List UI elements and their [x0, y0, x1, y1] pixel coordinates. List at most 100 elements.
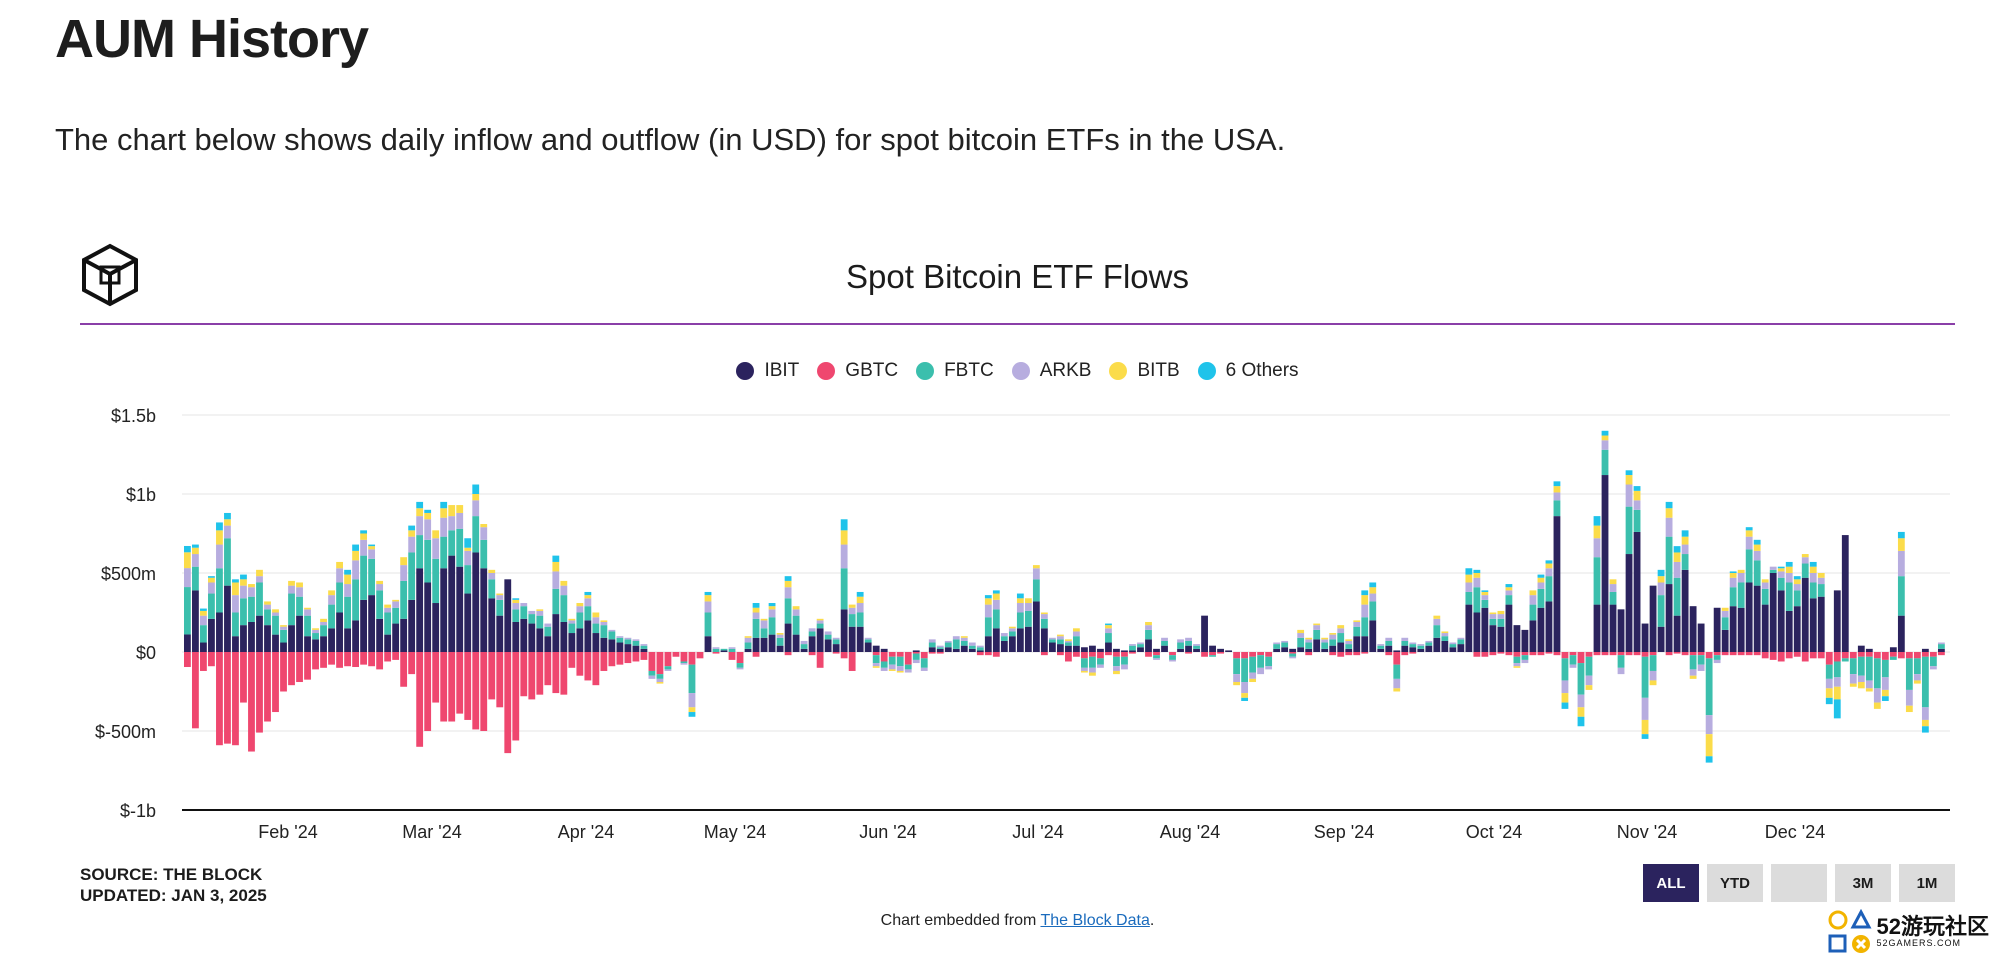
flow-bar-segment — [808, 652, 816, 656]
flow-bar-segment — [1905, 658, 1913, 690]
flow-bar-segment — [1561, 658, 1569, 681]
flow-bar-segment — [1729, 577, 1737, 588]
flow-bar-segment — [552, 614, 560, 652]
flow-bar-segment — [1345, 640, 1353, 645]
flow-bar-segment — [456, 566, 464, 652]
flow-bar-segment — [400, 580, 408, 619]
flow-bar-segment — [1065, 640, 1072, 643]
flow-bar-segment — [1681, 530, 1689, 537]
flow-bar-segment — [1361, 604, 1369, 618]
flow-bar-segment — [1249, 652, 1257, 657]
flow-bar-segment — [344, 652, 351, 667]
flow-bar-segment — [1585, 652, 1593, 657]
flow-bar-segment — [864, 637, 872, 640]
flow-bar-segment — [520, 652, 528, 697]
flow-bar-segment — [1056, 636, 1064, 640]
flow-bar-segment — [1345, 648, 1353, 652]
flow-bar-segment — [200, 652, 207, 671]
flow-bar-segment — [1417, 645, 1425, 649]
flow-bar-segment — [280, 629, 287, 643]
flow-bar-segment — [1161, 645, 1168, 652]
flow-bar-segment — [656, 678, 664, 683]
flow-bar-segment — [728, 648, 736, 652]
flow-bar-segment — [1769, 652, 1777, 660]
range-1m-button[interactable]: 1M — [1899, 864, 1955, 902]
flow-bar-segment — [336, 568, 343, 583]
flow-bar-segment — [616, 652, 624, 665]
flow-bar-segment — [1545, 576, 1553, 602]
flow-bar-segment — [1769, 573, 1777, 652]
flow-bar-segment — [1337, 633, 1345, 643]
flow-bar-segment — [760, 637, 768, 652]
flow-bar-segment — [1225, 650, 1232, 652]
flow-bar-segment — [944, 640, 952, 643]
flow-bar-segment — [1665, 501, 1673, 509]
flow-bar-segment — [312, 633, 319, 640]
legend-item-ibit[interactable]: IBIT — [736, 360, 799, 382]
flow-bar-segment — [272, 634, 279, 652]
flow-bar-segment — [184, 545, 191, 553]
flow-bar-segment — [640, 644, 648, 646]
flow-bar-segment — [872, 652, 880, 656]
flow-bar-segment — [592, 623, 600, 634]
flow-bar-segment — [856, 591, 864, 597]
flow-bar-segment — [1513, 652, 1521, 657]
flow-bar-segment — [384, 652, 392, 662]
range-ytd-button[interactable]: YTD — [1707, 864, 1763, 902]
flow-bar-segment — [1145, 625, 1152, 630]
legend-item-fbtc[interactable]: FBTC — [916, 360, 994, 382]
legend-item-others[interactable]: 6 Others — [1197, 360, 1299, 382]
flow-bar-segment — [264, 609, 271, 626]
flow-bar-segment — [776, 645, 784, 652]
flow-bar-segment — [400, 618, 408, 652]
flow-bar-segment — [344, 569, 351, 575]
flow-bar-segment — [1689, 652, 1697, 656]
flow-bar-segment — [192, 652, 199, 729]
flow-bar-segment — [1137, 647, 1144, 652]
flow-bar-segment — [1641, 734, 1649, 739]
flow-bar-segment — [432, 603, 440, 652]
range-blank-button[interactable] — [1771, 864, 1827, 902]
flow-bar-segment — [872, 663, 880, 667]
flow-bar-segment — [1089, 645, 1096, 652]
flow-bar-segment — [344, 584, 351, 597]
flow-bar-segment — [256, 569, 263, 577]
flow-bar-segment — [1489, 652, 1497, 656]
flow-bar-segment — [1361, 617, 1369, 637]
flow-bar-segment — [1745, 536, 1753, 550]
the-block-data-link[interactable]: The Block Data — [1040, 912, 1150, 929]
flow-bar-segment — [240, 585, 247, 599]
flow-bar-segment — [1881, 652, 1889, 660]
flow-bar-segment — [1521, 659, 1529, 664]
legend-label: GBTC — [845, 360, 899, 381]
flow-bar-segment — [400, 557, 408, 566]
flow-bar-segment — [1769, 569, 1777, 573]
flow-bar-segment — [1633, 490, 1641, 501]
range-all-button[interactable]: ALL — [1643, 864, 1699, 902]
flow-bar-segment — [800, 640, 808, 645]
flow-bar-segment — [1505, 652, 1513, 656]
flow-bar-segment — [1185, 652, 1192, 654]
flow-bar-segment — [1713, 655, 1721, 660]
flow-bar-segment — [248, 584, 255, 588]
flow-bar-segment — [816, 652, 824, 668]
flow-bar-segment — [544, 636, 552, 652]
flow-bar-segment — [800, 644, 808, 649]
flow-bar-segment — [448, 555, 456, 652]
y-tick-label: $1.5b — [111, 406, 156, 426]
flow-bar-segment — [1641, 656, 1649, 698]
legend-item-gbtc[interactable]: GBTC — [817, 360, 898, 382]
flow-bar-segment — [656, 682, 664, 684]
flow-bar-segment — [552, 652, 560, 694]
flow-bar-segment — [1105, 628, 1112, 634]
flow-bar-segment — [776, 633, 784, 635]
legend-item-bitb[interactable]: BITB — [1109, 360, 1180, 382]
flow-bar-segment — [296, 596, 303, 616]
flow-bar-segment — [584, 652, 592, 681]
flow-bar-segment — [1737, 569, 1745, 573]
legend-item-arkb[interactable]: ARKB — [1011, 360, 1091, 382]
flow-bar-segment — [1897, 550, 1905, 577]
flow-bar-segment — [1697, 664, 1705, 671]
range-3m-button[interactable]: 3M — [1835, 864, 1891, 902]
flow-bar-segment — [1761, 579, 1769, 583]
